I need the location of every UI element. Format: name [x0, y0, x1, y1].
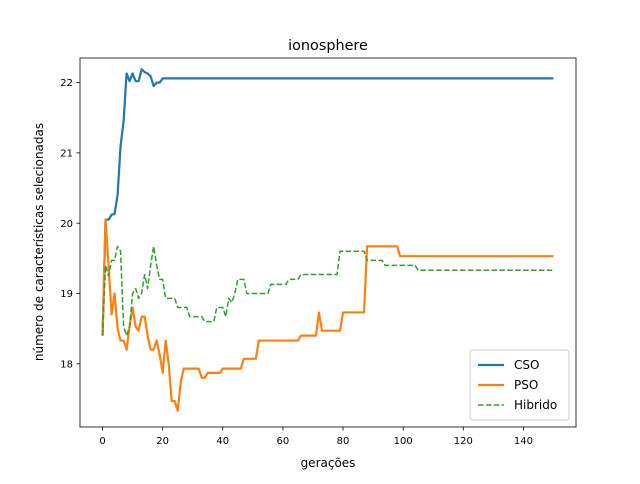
x-tick-label: 60: [277, 436, 290, 447]
axes-frame: [79, 57, 577, 428]
x-tick-label: 100: [394, 436, 413, 447]
y-tick-label: 22: [60, 78, 73, 89]
x-tick-label: 80: [337, 436, 350, 447]
x-axis-ticks: 0 20 40 60 80 100 120 140: [99, 427, 533, 447]
series-line-cso: [101, 68, 554, 336]
legend-label-pso: PSO: [514, 378, 538, 392]
legend-box: [469, 349, 570, 421]
x-tick-label: 20: [156, 436, 169, 447]
x-tick-label: 140: [514, 436, 533, 447]
series-line-hibrido: [101, 245, 554, 337]
legend-label-hibrido: Hibrido: [514, 398, 557, 412]
legend: CSO PSO Hibrido: [469, 349, 570, 421]
y-tick-label: 20: [60, 219, 73, 230]
series-line-pso: [101, 218, 554, 412]
x-axis-label: gerações: [301, 456, 356, 470]
y-tick-label: 18: [60, 359, 73, 370]
y-axis-ticks: 18 19 20 21 22: [60, 78, 80, 370]
legend-label-cso: CSO: [514, 358, 539, 372]
y-tick-label: 19: [60, 289, 73, 300]
series-lines: [101, 68, 554, 412]
y-axis-label: número de características selecionadas: [32, 123, 46, 361]
chart-title: ionosphere: [288, 38, 368, 54]
x-tick-label: 40: [216, 436, 229, 447]
x-tick-label: 0: [99, 436, 105, 447]
y-tick-label: 21: [60, 148, 73, 159]
x-tick-label: 120: [454, 436, 473, 447]
